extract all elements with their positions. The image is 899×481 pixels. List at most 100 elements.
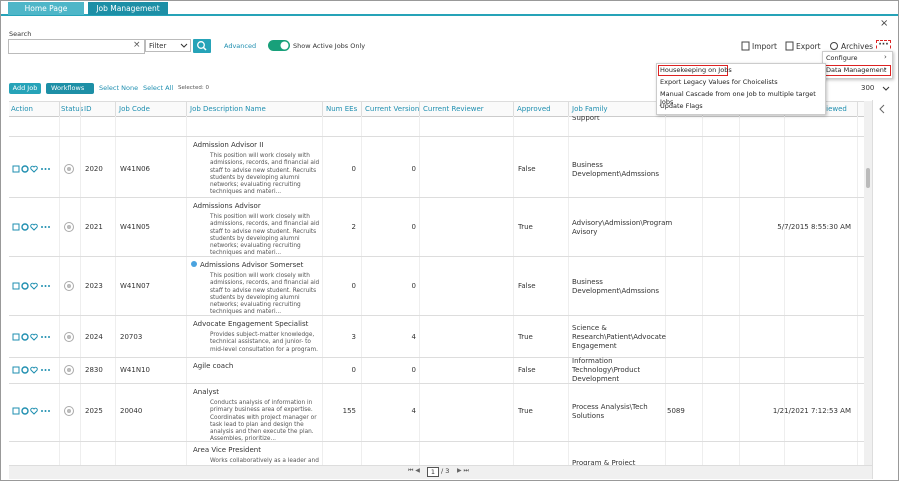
add-job-button[interactable]: Add Job — [9, 83, 41, 94]
settings-icon[interactable] — [21, 366, 29, 374]
toggle[interactable] — [268, 40, 290, 51]
collapse-arrow[interactable] — [878, 104, 886, 114]
favorite-icon[interactable] — [30, 223, 38, 231]
row-actions[interactable] — [12, 281, 52, 293]
menu-item[interactable]: Export Legacy Values for Choicelists — [660, 78, 778, 86]
more-dot[interactable] — [44, 369, 47, 371]
num-ees: 0 — [351, 282, 356, 290]
prev-buttons[interactable]: ⏮ ◀ — [408, 467, 420, 474]
action-icons[interactable] — [12, 365, 52, 375]
max-records-value[interactable]: 300 — [861, 84, 875, 92]
page-input[interactable]: 1 — [427, 467, 439, 477]
favorite-icon[interactable] — [30, 333, 38, 341]
tab-active[interactable]: Job Management — [88, 2, 168, 15]
action-icons[interactable] — [12, 222, 52, 232]
settings-icon[interactable] — [21, 333, 29, 341]
more-dot[interactable] — [41, 369, 43, 371]
more-dot[interactable] — [41, 410, 43, 412]
column-header[interactable]: Job Family — [572, 105, 608, 113]
more-dot[interactable] — [44, 336, 47, 338]
settings-icon[interactable] — [21, 282, 29, 290]
menu-item[interactable]: Configure — [826, 54, 858, 62]
row-actions[interactable] — [12, 365, 52, 377]
action-icons[interactable] — [12, 332, 52, 342]
more-dot[interactable] — [41, 285, 43, 287]
action-icons[interactable] — [12, 281, 52, 291]
more-dot[interactable] — [44, 226, 47, 228]
action-icons[interactable] — [12, 164, 52, 174]
favorite-icon[interactable] — [30, 366, 38, 374]
search-button[interactable] — [193, 39, 211, 53]
favorite-icon[interactable] — [30, 407, 38, 415]
menu-item[interactable]: Data Management — [826, 66, 887, 74]
more-dot[interactable] — [48, 336, 50, 338]
search-input[interactable] — [8, 39, 145, 54]
more-dot[interactable] — [41, 336, 43, 338]
column-separator — [739, 116, 740, 465]
edit-icon[interactable] — [12, 366, 20, 374]
job-name[interactable]: Advocate Engagement Specialist — [193, 320, 309, 328]
job-name[interactable]: Area Vice President — [193, 446, 261, 454]
export-button[interactable]: Export — [796, 42, 821, 51]
job-name[interactable]: Analyst — [193, 388, 219, 396]
more-dot[interactable] — [44, 410, 47, 412]
magnifier-handle — [202, 46, 207, 51]
workflows-button[interactable]: Workflows — [46, 83, 94, 94]
edit-icon[interactable] — [12, 165, 20, 173]
job-name[interactable]: Admissions Advisor Somerset — [200, 261, 304, 269]
filter-select[interactable]: Filter — [145, 39, 191, 52]
row-actions[interactable] — [12, 164, 52, 176]
column-header[interactable]: Job Description Name — [190, 105, 266, 113]
menu-item[interactable]: Housekeeping on Jobs — [660, 66, 732, 74]
edit-icon[interactable] — [12, 282, 20, 290]
more-dot[interactable] — [48, 410, 50, 412]
column-header[interactable]: Current Reviewer — [423, 105, 484, 113]
more-dot[interactable] — [41, 226, 43, 228]
next-buttons[interactable]: ▶ ⏭ — [457, 467, 469, 474]
row-actions[interactable] — [12, 332, 52, 344]
favorite-icon[interactable] — [30, 282, 38, 290]
favorite-icon[interactable] — [30, 165, 38, 173]
job-name[interactable]: Agile coach — [193, 362, 234, 370]
edit-icon[interactable] — [12, 223, 20, 231]
column-header[interactable]: ID — [84, 105, 92, 113]
column-header[interactable]: Action — [11, 105, 33, 113]
column-header[interactable]: Current Version — [365, 105, 420, 113]
settings-icon[interactable] — [21, 165, 29, 173]
action-icons[interactable] — [12, 406, 52, 416]
row-actions[interactable] — [12, 222, 52, 234]
more-dot[interactable] — [48, 226, 50, 228]
archives-button[interactable]: Archives — [841, 42, 873, 51]
edit-icon[interactable] — [12, 407, 20, 415]
more-dot[interactable] — [44, 168, 47, 170]
scrollbar[interactable] — [864, 101, 872, 465]
more-dot[interactable] — [41, 168, 43, 170]
advanced-link[interactable]: Advanced — [224, 42, 257, 50]
settings-icon[interactable] — [21, 223, 29, 231]
column-separator — [513, 116, 514, 465]
more-dot[interactable] — [48, 369, 50, 371]
table-body: procedures. Carries out activities in su… — [9, 116, 864, 465]
settings-icon[interactable] — [21, 407, 29, 415]
close-icon[interactable]: × — [880, 18, 889, 29]
column-header[interactable]: Status — [61, 105, 84, 113]
column-header[interactable]: viewed — [822, 105, 847, 113]
more-dot[interactable] — [48, 285, 50, 287]
column-header[interactable]: Num EEs — [326, 105, 358, 113]
menu-item[interactable]: Update Flags — [660, 102, 703, 110]
select-all[interactable]: Select All — [143, 84, 174, 92]
row-actions[interactable] — [12, 406, 52, 418]
scroll-thumb[interactable] — [866, 168, 870, 188]
column-header[interactable]: Approved — [517, 105, 551, 113]
clear-icon[interactable]: × — [133, 40, 141, 50]
job-name[interactable]: Admissions Advisor — [193, 202, 261, 210]
column-header[interactable]: Job Code — [119, 105, 150, 113]
job-name[interactable]: Admission Advisor II — [193, 141, 264, 149]
select-none[interactable]: Select None — [99, 84, 139, 92]
import-button[interactable]: Import — [752, 42, 777, 51]
menu-item[interactable]: Manual Cascade from one Job to multiple … — [660, 90, 816, 106]
tab[interactable]: Home Page — [8, 2, 84, 15]
more-dot[interactable] — [44, 285, 47, 287]
more-dot[interactable] — [48, 168, 50, 170]
edit-icon[interactable] — [12, 333, 20, 341]
